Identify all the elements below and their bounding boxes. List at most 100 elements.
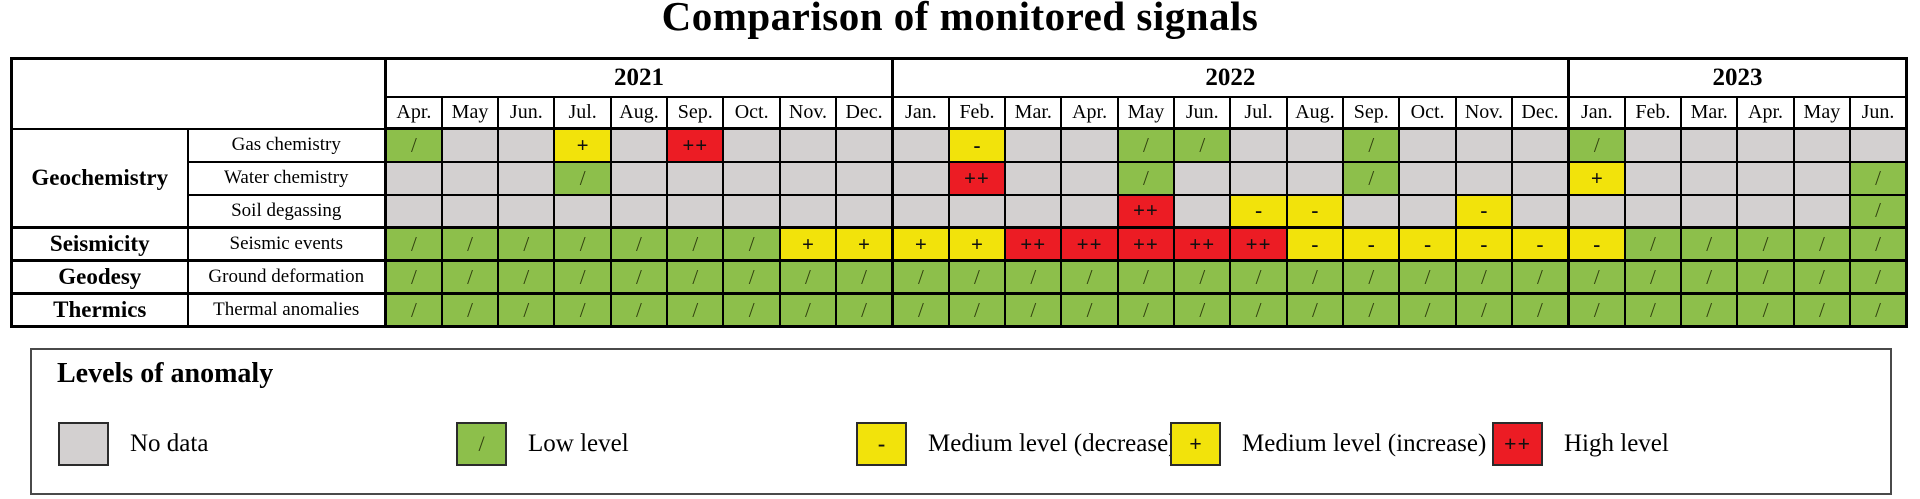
month-header: Jul. <box>553 95 612 130</box>
month-header: May <box>440 95 500 130</box>
month-header: Nov. <box>1454 95 1514 130</box>
year-header-row: 2021 2022 2023 <box>10 57 1908 130</box>
signal-row: Thermics Thermal anomalies / / / / / / / / / / / / / / /… <box>10 292 1908 328</box>
signal-cell: / <box>553 160 612 196</box>
signal-cell <box>1285 160 1345 196</box>
signal-cell <box>1623 193 1683 229</box>
signal-cell <box>497 127 556 163</box>
signal-cell: / <box>890 292 950 328</box>
signal-cell: / <box>440 292 500 328</box>
signal-row: Geochemistry Gas chemistry / + ++ - / / / / <box>10 127 1908 229</box>
legend-label: No data <box>130 430 209 457</box>
signal-cell: + <box>553 127 612 163</box>
signal-cell: / <box>553 226 612 262</box>
legend-swatch-high: ++ <box>1492 422 1543 466</box>
signal-cell: / <box>1116 160 1176 196</box>
signal-cell: / <box>666 259 725 295</box>
signal-cell: - <box>947 127 1007 163</box>
signal-cell: / <box>553 292 612 328</box>
signal-cell <box>1680 160 1739 196</box>
signal-cell: ++ <box>1229 226 1288 262</box>
month-header: Apr. <box>383 95 443 130</box>
signal-cell: + <box>947 226 1007 262</box>
signal-label: Thermal anomalies <box>186 292 387 328</box>
signal-cell: / <box>1736 292 1795 328</box>
signal-cell: / <box>1736 259 1795 295</box>
signal-cell: / <box>440 226 500 262</box>
signal-cell: / <box>1229 292 1288 328</box>
signal-cell: / <box>778 259 838 295</box>
signal-row: Soil degassing ++ - - - / <box>12 193 1908 229</box>
signal-cell <box>609 193 669 229</box>
signal-row: Seismicity Seismic events / / / / / / / + + + + ++ ++ +… <box>10 226 1908 262</box>
signal-cell <box>1736 193 1795 229</box>
signal-cell: / <box>722 292 781 328</box>
signal-cell: / <box>778 292 838 328</box>
signal-cell: / <box>553 259 612 295</box>
signal-cell <box>1511 127 1570 163</box>
signal-cell: / <box>1623 259 1683 295</box>
signal-cell: / <box>1398 292 1457 328</box>
signal-cell <box>835 160 894 196</box>
signal-cell <box>1511 160 1570 196</box>
signal-cell: - <box>1229 193 1288 229</box>
signal-cell: ++ <box>947 160 1007 196</box>
month-header: Aug. <box>1285 95 1345 130</box>
signal-cell: / <box>947 259 1007 295</box>
month-header: Nov. <box>778 95 838 130</box>
legend-swatch-inc: + <box>1170 422 1221 466</box>
signal-cell: / <box>383 226 443 262</box>
signal-cell: / <box>1285 259 1345 295</box>
signal-cell: / <box>1566 127 1626 163</box>
signal-cell: + <box>1566 160 1626 196</box>
signal-cell <box>497 160 556 196</box>
signal-cell <box>778 193 838 229</box>
signal-row: Water chemistry / ++ / / + / <box>12 160 1908 196</box>
signal-cell <box>1004 160 1063 196</box>
signal-cell <box>553 193 612 229</box>
signal-cell <box>890 193 950 229</box>
signal-cell: - <box>1454 226 1514 262</box>
signal-cell: + <box>835 226 894 262</box>
signal-cell: ++ <box>1060 226 1119 262</box>
signal-cell <box>1566 193 1626 229</box>
legend-item-high: ++ High level <box>1492 422 1669 466</box>
signal-cell: / <box>1060 259 1119 295</box>
signal-cell: / <box>1792 226 1852 262</box>
month-header: Jan. <box>1566 95 1626 130</box>
signal-cell: / <box>1792 259 1852 295</box>
month-header: Apr. <box>1736 95 1795 130</box>
signal-cell <box>1173 193 1232 229</box>
signal-cell: - <box>1285 193 1345 229</box>
signal-cell: / <box>609 259 669 295</box>
signal-cell: / <box>890 259 950 295</box>
signal-cell <box>1173 160 1232 196</box>
signal-cell <box>609 160 669 196</box>
signal-cell: - <box>1511 226 1570 262</box>
month-header: Feb. <box>1623 95 1683 130</box>
signal-cell: / <box>1623 226 1683 262</box>
signal-row: Geodesy Ground deformation / / / / / / / / / / / / / / /… <box>10 259 1908 295</box>
signal-cell: / <box>722 226 781 262</box>
signal-cell <box>1004 127 1063 163</box>
signal-cell <box>383 193 443 229</box>
signal-cell: / <box>1511 259 1570 295</box>
signal-cell: / <box>497 259 556 295</box>
month-header: Apr. <box>1060 95 1119 130</box>
signal-cell <box>497 193 556 229</box>
signal-cell <box>1736 127 1795 163</box>
signal-cell: / <box>1680 259 1739 295</box>
signal-cell: - <box>1285 226 1345 262</box>
signal-cell: / <box>1736 226 1795 262</box>
signal-cell <box>778 127 838 163</box>
legend-swatch-dec: - <box>856 422 907 466</box>
signal-cell: / <box>1342 127 1401 163</box>
signal-cell <box>1285 127 1345 163</box>
signal-cell: / <box>1680 292 1739 328</box>
signal-cell: / <box>1623 292 1683 328</box>
signal-cell <box>835 193 894 229</box>
signal-cell: / <box>1173 259 1232 295</box>
signals-table-body: 2021 2022 2023 Apr. May Jun. Jul. Aug. Sep. Oct. N… <box>10 57 1908 328</box>
signal-cell <box>722 127 781 163</box>
signal-cell: / <box>1566 259 1626 295</box>
